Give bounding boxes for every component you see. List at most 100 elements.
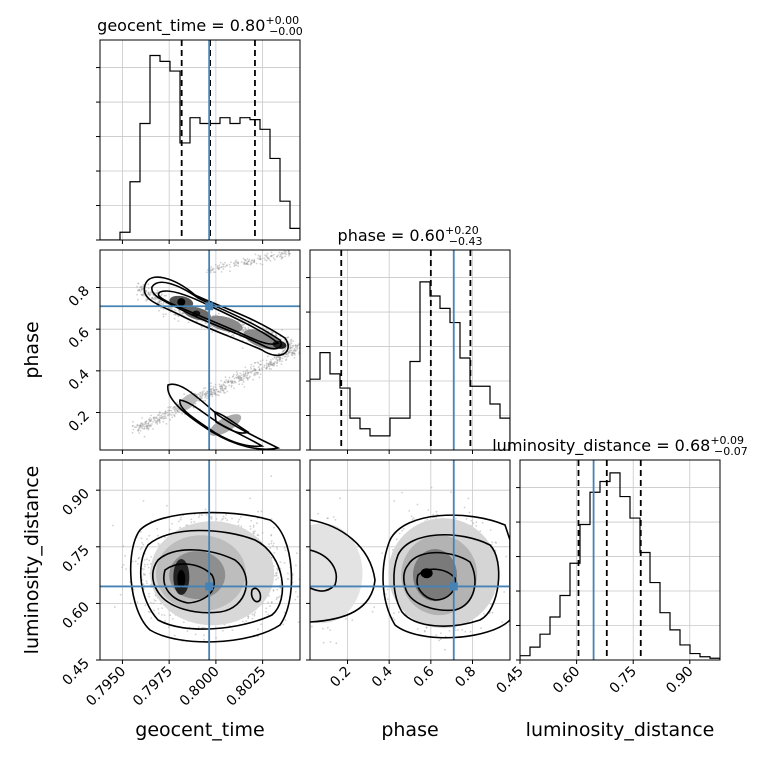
- scatter-point: [209, 271, 212, 274]
- scatter-point: [176, 410, 179, 413]
- scatter-point: [267, 363, 270, 366]
- scatter-point: [276, 572, 278, 574]
- scatter-point: [231, 381, 233, 384]
- scatter-point: [137, 429, 140, 432]
- y-tick-label: 0.2: [66, 408, 93, 435]
- scatter-point: [247, 372, 250, 374]
- scatter-point: [216, 267, 219, 270]
- scatter-point: [268, 362, 271, 364]
- scatter-point: [144, 604, 147, 607]
- scatter-point: [221, 385, 224, 388]
- scatter-point: [257, 254, 260, 257]
- scatter-point: [181, 311, 184, 314]
- scatter-point: [273, 526, 275, 529]
- scatter-point: [270, 251, 273, 254]
- scatter-point: [224, 381, 227, 384]
- scatter-point: [173, 406, 175, 409]
- panel-frame: [309, 249, 511, 451]
- scatter-point: [176, 409, 178, 412]
- scatter-point: [164, 410, 167, 413]
- scatter-point: [272, 257, 275, 259]
- scatter-point: [284, 619, 287, 622]
- scatter-point: [226, 519, 229, 521]
- scatter-point: [160, 294, 163, 297]
- scatter-point: [214, 390, 216, 393]
- scatter-point: [214, 314, 217, 317]
- scatter-point: [141, 294, 143, 297]
- scatter-point: [152, 297, 154, 300]
- scatter-point: [158, 301, 161, 303]
- scatter-point: [219, 385, 222, 388]
- scatter-point: [148, 534, 151, 537]
- scatter-point: [164, 417, 166, 420]
- scatter-point: [139, 423, 142, 426]
- scatter-point: [245, 620, 248, 622]
- scatter-point: [139, 429, 142, 432]
- scatter-point: [151, 296, 154, 299]
- scatter-point: [159, 300, 161, 303]
- scatter-point: [214, 383, 217, 386]
- scatter-point: [263, 257, 265, 259]
- scatter-point: [256, 522, 258, 525]
- scatter-point: [146, 558, 148, 560]
- scatter-point: [140, 537, 143, 540]
- scatter-point: [281, 251, 284, 254]
- scatter-point: [210, 392, 213, 395]
- scatter-point: [293, 348, 296, 350]
- y-tick-label: 0.90: [59, 486, 92, 519]
- scatter-point: [297, 621, 300, 623]
- scatter-point: [489, 529, 492, 531]
- scatter-point: [156, 420, 159, 423]
- scatter-point: [234, 264, 237, 267]
- scatter-point: [220, 384, 223, 386]
- scatter-point: [160, 300, 163, 303]
- scatter-point: [275, 578, 277, 581]
- scatter-point: [155, 420, 158, 423]
- scatter-point: [285, 358, 288, 361]
- scatter-point: [164, 415, 167, 418]
- scatter-point: [278, 358, 281, 361]
- scatter-point: [137, 429, 140, 432]
- scatter-point: [150, 414, 153, 417]
- scatter-point: [179, 526, 182, 529]
- scatter-point: [294, 344, 297, 347]
- scatter-point: [161, 614, 163, 616]
- scatter-point: [146, 538, 148, 541]
- scatter-point: [243, 377, 245, 380]
- truth-marker: [205, 582, 214, 591]
- scatter-point: [122, 564, 125, 566]
- scatter-point: [159, 412, 161, 414]
- scatter-point: [147, 291, 150, 294]
- scatter-point: [297, 344, 299, 347]
- scatter-point: [151, 296, 154, 299]
- scatter-point: [139, 290, 142, 293]
- scatter-point: [217, 390, 220, 393]
- scatter-point: [277, 596, 280, 599]
- scatter-point: [234, 261, 237, 264]
- scatter-point: [161, 416, 163, 419]
- scatter-point: [283, 250, 286, 252]
- scatter-point: [197, 626, 200, 628]
- scatter-point: [275, 572, 277, 575]
- scatter-point: [463, 506, 466, 509]
- scatter-point: [194, 402, 197, 405]
- scatter-point: [204, 393, 206, 395]
- scatter-point: [290, 346, 293, 349]
- scatter-point: [144, 422, 147, 425]
- scatter-point: [239, 377, 242, 380]
- scatter-point: [254, 369, 257, 372]
- scatter-point: [265, 611, 267, 613]
- scatter-point: [212, 267, 215, 270]
- scatter-point: [234, 380, 236, 383]
- scatter-point: [134, 560, 137, 563]
- scatter-point: [201, 394, 203, 397]
- scatter-point: [165, 412, 167, 415]
- scatter-point: [226, 264, 228, 267]
- scatter-point: [173, 405, 176, 408]
- scatter-point: [147, 422, 150, 424]
- scatter-point: [261, 367, 263, 370]
- scatter-point: [233, 263, 236, 265]
- scatter-point: [221, 386, 224, 389]
- scatter-point: [282, 350, 285, 352]
